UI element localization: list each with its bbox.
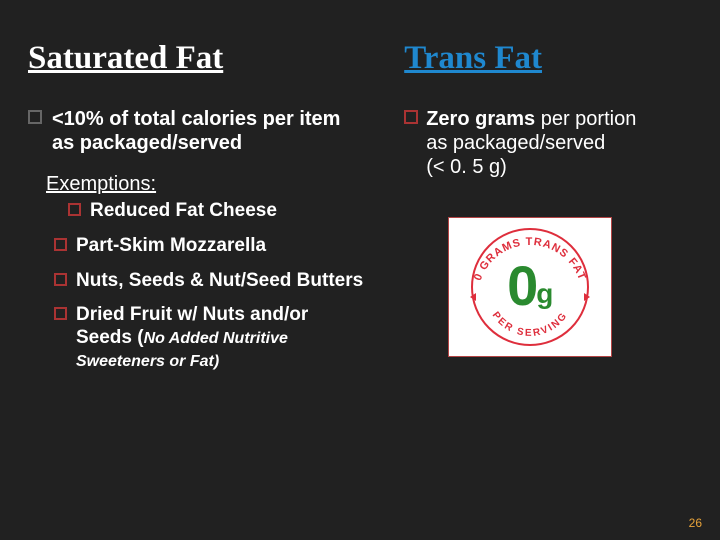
checkbox-icon — [54, 273, 67, 286]
heading-saturated-fat: Saturated Fat — [28, 40, 368, 77]
exemption-item: Dried Fruit w/ Nuts and/or Seeds (No Add… — [54, 304, 368, 372]
exemption-item: Reduced Fat Cheese — [68, 200, 368, 223]
checkbox-icon — [404, 110, 418, 124]
checkbox-icon — [28, 110, 42, 124]
exemption-item: Part-Skim Mozzarella — [54, 235, 368, 258]
checkbox-icon — [68, 203, 81, 216]
trans-line2: as packaged/served — [426, 132, 605, 154]
exemption-text: Reduced Fat Cheese — [90, 200, 277, 221]
exemption-text: Nuts, Seeds & Nut/Seed Butters — [76, 270, 363, 291]
badge-zero: 0 — [507, 254, 534, 317]
right-column: Trans Fat Zero grams per portion as pack… — [388, 40, 696, 520]
exemptions-label: Exemptions: — [46, 173, 368, 196]
badge-unit: g — [536, 278, 553, 309]
checkbox-icon — [54, 238, 67, 251]
left-column: Saturated Fat <10% of total calories per… — [28, 40, 368, 520]
bullet-main-left-text: <10% of total calories per item as packa… — [52, 108, 340, 154]
trans-rest1: per portion — [535, 108, 636, 130]
page-number: 26 — [689, 516, 702, 530]
slide: Saturated Fat <10% of total calories per… — [0, 0, 720, 540]
badge-frame: 0 GRAMS TRANS FAT PER SERVING 0g — [448, 217, 612, 357]
trans-fat-body: Zero grams per portion as packaged/serve… — [404, 107, 696, 179]
heading-trans-fat: Trans Fat — [404, 40, 696, 77]
zero-trans-fat-badge: 0 GRAMS TRANS FAT PER SERVING 0g — [448, 217, 696, 357]
badge-zero-g: 0g — [507, 258, 553, 314]
trans-line3: (< 0. 5 g) — [426, 156, 507, 178]
checkbox-icon — [54, 307, 67, 320]
bullet-main-left: <10% of total calories per item as packa… — [28, 107, 368, 155]
exemption-text: Part-Skim Mozzarella — [76, 235, 266, 256]
bullet-main-right: Zero grams per portion as packaged/serve… — [404, 107, 696, 179]
trans-bold: Zero grams — [426, 108, 535, 130]
exemption-item: Nuts, Seeds & Nut/Seed Butters — [54, 270, 368, 293]
